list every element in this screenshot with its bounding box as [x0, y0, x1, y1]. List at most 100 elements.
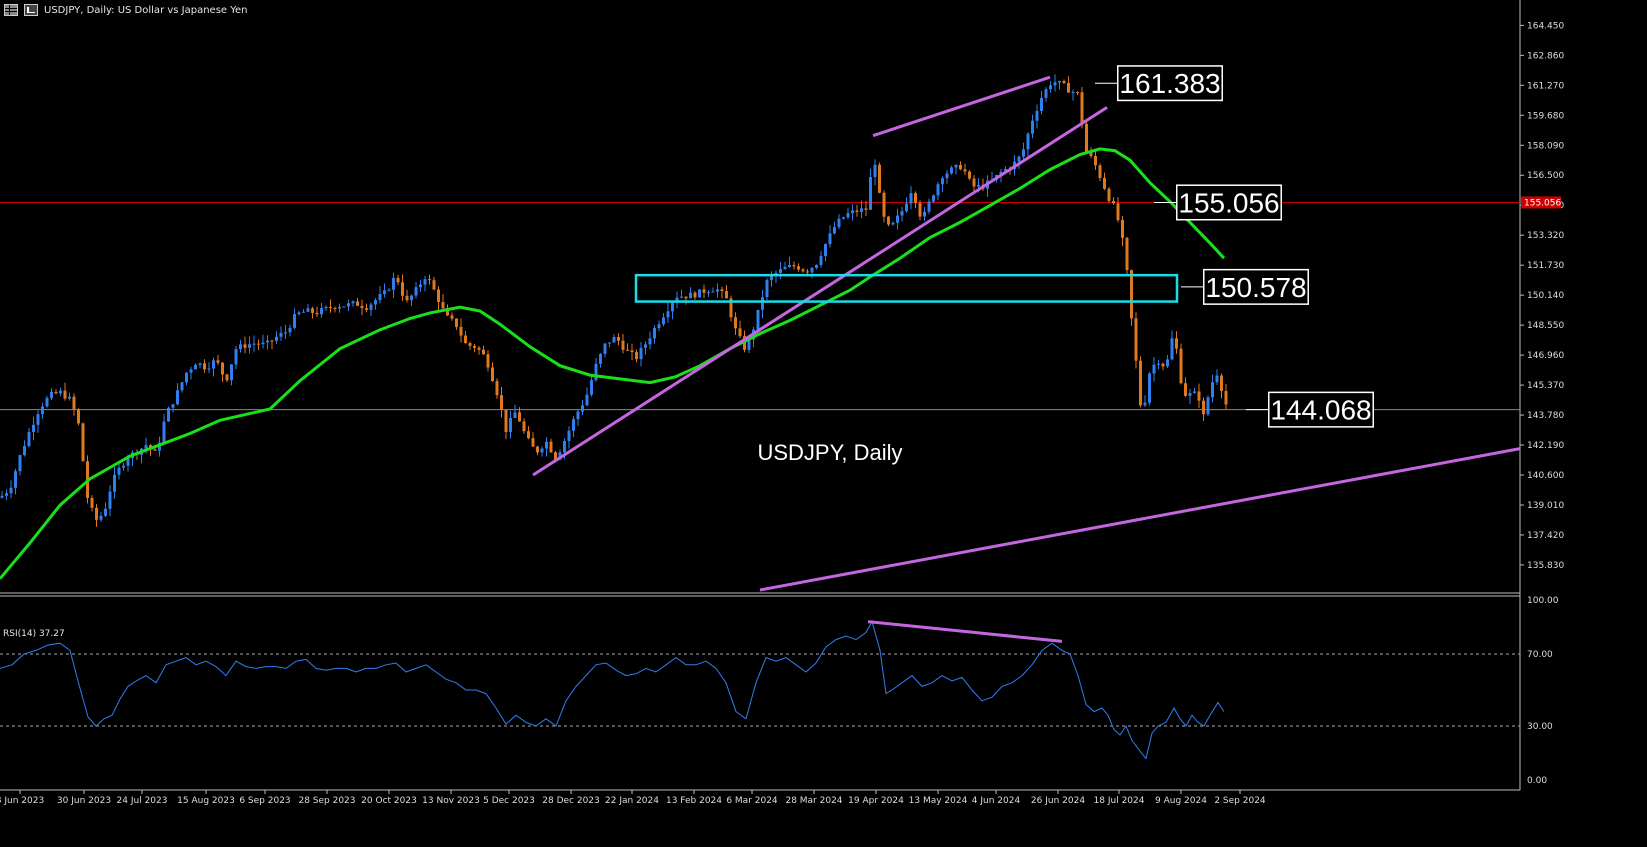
- x-tick-label: 8 Jun 2023: [0, 796, 44, 806]
- candle-body: [369, 304, 373, 310]
- candle-body: [540, 448, 544, 453]
- candle-body: [684, 296, 688, 299]
- candle-body: [171, 404, 175, 408]
- x-tick-label: 28 Mar 2024: [785, 796, 842, 806]
- chart-watermark: USDJPY, Daily: [757, 440, 902, 465]
- rsi-line: [0, 620, 1225, 760]
- candle-body: [27, 431, 31, 447]
- candle-body: [702, 289, 706, 293]
- candle-body: [1103, 177, 1106, 189]
- candle-body: [846, 213, 850, 218]
- candle-body: [828, 233, 832, 245]
- candle-body: [833, 227, 836, 234]
- candle-body: [1040, 97, 1043, 111]
- candle-body: [581, 405, 584, 412]
- candle-body: [306, 308, 310, 312]
- candle-body: [293, 314, 296, 328]
- candle-body: [1215, 375, 1219, 383]
- candle-body: [374, 300, 377, 305]
- candle-body: [923, 211, 926, 217]
- candle-body: [621, 340, 625, 350]
- candle-body: [365, 308, 368, 310]
- candle-body: [945, 173, 949, 179]
- candle-body: [698, 289, 701, 298]
- candle-body: [1125, 237, 1129, 271]
- candle-body: [729, 298, 733, 318]
- candle-body: [1049, 85, 1052, 90]
- candle-body: [243, 344, 247, 348]
- candle-body: [630, 350, 634, 353]
- chart-icon[interactable]: [24, 4, 38, 16]
- candle-body: [1107, 188, 1111, 201]
- candle-body: [266, 340, 269, 343]
- rsi-label: RSI(14) 37.27: [3, 629, 65, 639]
- candle-body: [1121, 220, 1124, 238]
- x-tick-label: 6 Sep 2023: [239, 796, 290, 806]
- candle-body: [324, 306, 328, 309]
- candle-body: [738, 328, 742, 337]
- chart-title-bar: USDJPY, Daily: US Dollar vs Japanese Yen: [4, 3, 248, 17]
- candle-body: [1152, 364, 1156, 374]
- candle-body: [1044, 89, 1048, 98]
- candle-body: [536, 446, 539, 453]
- candle-body: [675, 297, 679, 303]
- candle-body: [689, 292, 692, 299]
- candle-body: [252, 343, 256, 345]
- candle-body: [563, 440, 566, 453]
- candle-body: [45, 398, 49, 407]
- candle-body: [401, 282, 404, 296]
- candle-body: [1085, 123, 1088, 152]
- candle-body: [657, 324, 661, 329]
- candle-body: [662, 317, 665, 325]
- y-tick-label: 156.500: [1527, 171, 1564, 181]
- candle-body: [1022, 149, 1025, 157]
- candle-body: [162, 421, 166, 443]
- candle-body: [954, 164, 958, 168]
- candle-body: [810, 267, 814, 273]
- candle-body: [617, 337, 620, 341]
- candle-body: [887, 216, 890, 225]
- candle-body: [405, 295, 409, 301]
- candle-body: [68, 396, 71, 399]
- candle-body: [900, 211, 904, 216]
- candle-body: [54, 392, 58, 394]
- candle-body: [1067, 83, 1070, 93]
- candle-body: [896, 215, 899, 223]
- candle-body: [315, 312, 319, 315]
- candle-body: [383, 290, 386, 295]
- candle-body: [608, 342, 611, 344]
- candle-body: [288, 327, 292, 333]
- candle-body: [734, 317, 737, 329]
- candle-body: [1058, 80, 1061, 83]
- candle-body: [639, 347, 643, 360]
- moving-average-line: [0, 147, 1226, 580]
- candle-body: [491, 367, 494, 381]
- candle-body: [968, 171, 971, 179]
- x-tick-label: 13 May 2024: [909, 796, 968, 806]
- y-tick-label: 148.550: [1527, 321, 1564, 331]
- candle-body: [671, 302, 674, 312]
- candle-body: [909, 193, 913, 204]
- candle-body: [225, 374, 229, 381]
- candle-body: [531, 438, 535, 447]
- candle-body: [387, 289, 391, 291]
- candle-body: [32, 424, 35, 432]
- candle-body: [801, 269, 805, 272]
- candle-body: [108, 491, 112, 509]
- rsi-y-tick-label: 0.00: [1527, 776, 1547, 786]
- candle-body: [1188, 393, 1192, 396]
- candle-body: [234, 349, 238, 365]
- candle-body: [720, 289, 724, 292]
- candle-body: [392, 277, 395, 290]
- table-icon[interactable]: [4, 4, 18, 16]
- x-tick-label: 18 Jul 2024: [1094, 796, 1145, 806]
- candle-body: [419, 284, 422, 288]
- candle-body: [819, 256, 823, 265]
- candle-body: [122, 465, 125, 468]
- y-tick-label: 139.010: [1527, 501, 1564, 511]
- candle-body: [851, 210, 854, 214]
- y-tick-label: 161.270: [1527, 81, 1564, 91]
- candle-body: [1053, 82, 1057, 86]
- candle-body: [203, 363, 206, 370]
